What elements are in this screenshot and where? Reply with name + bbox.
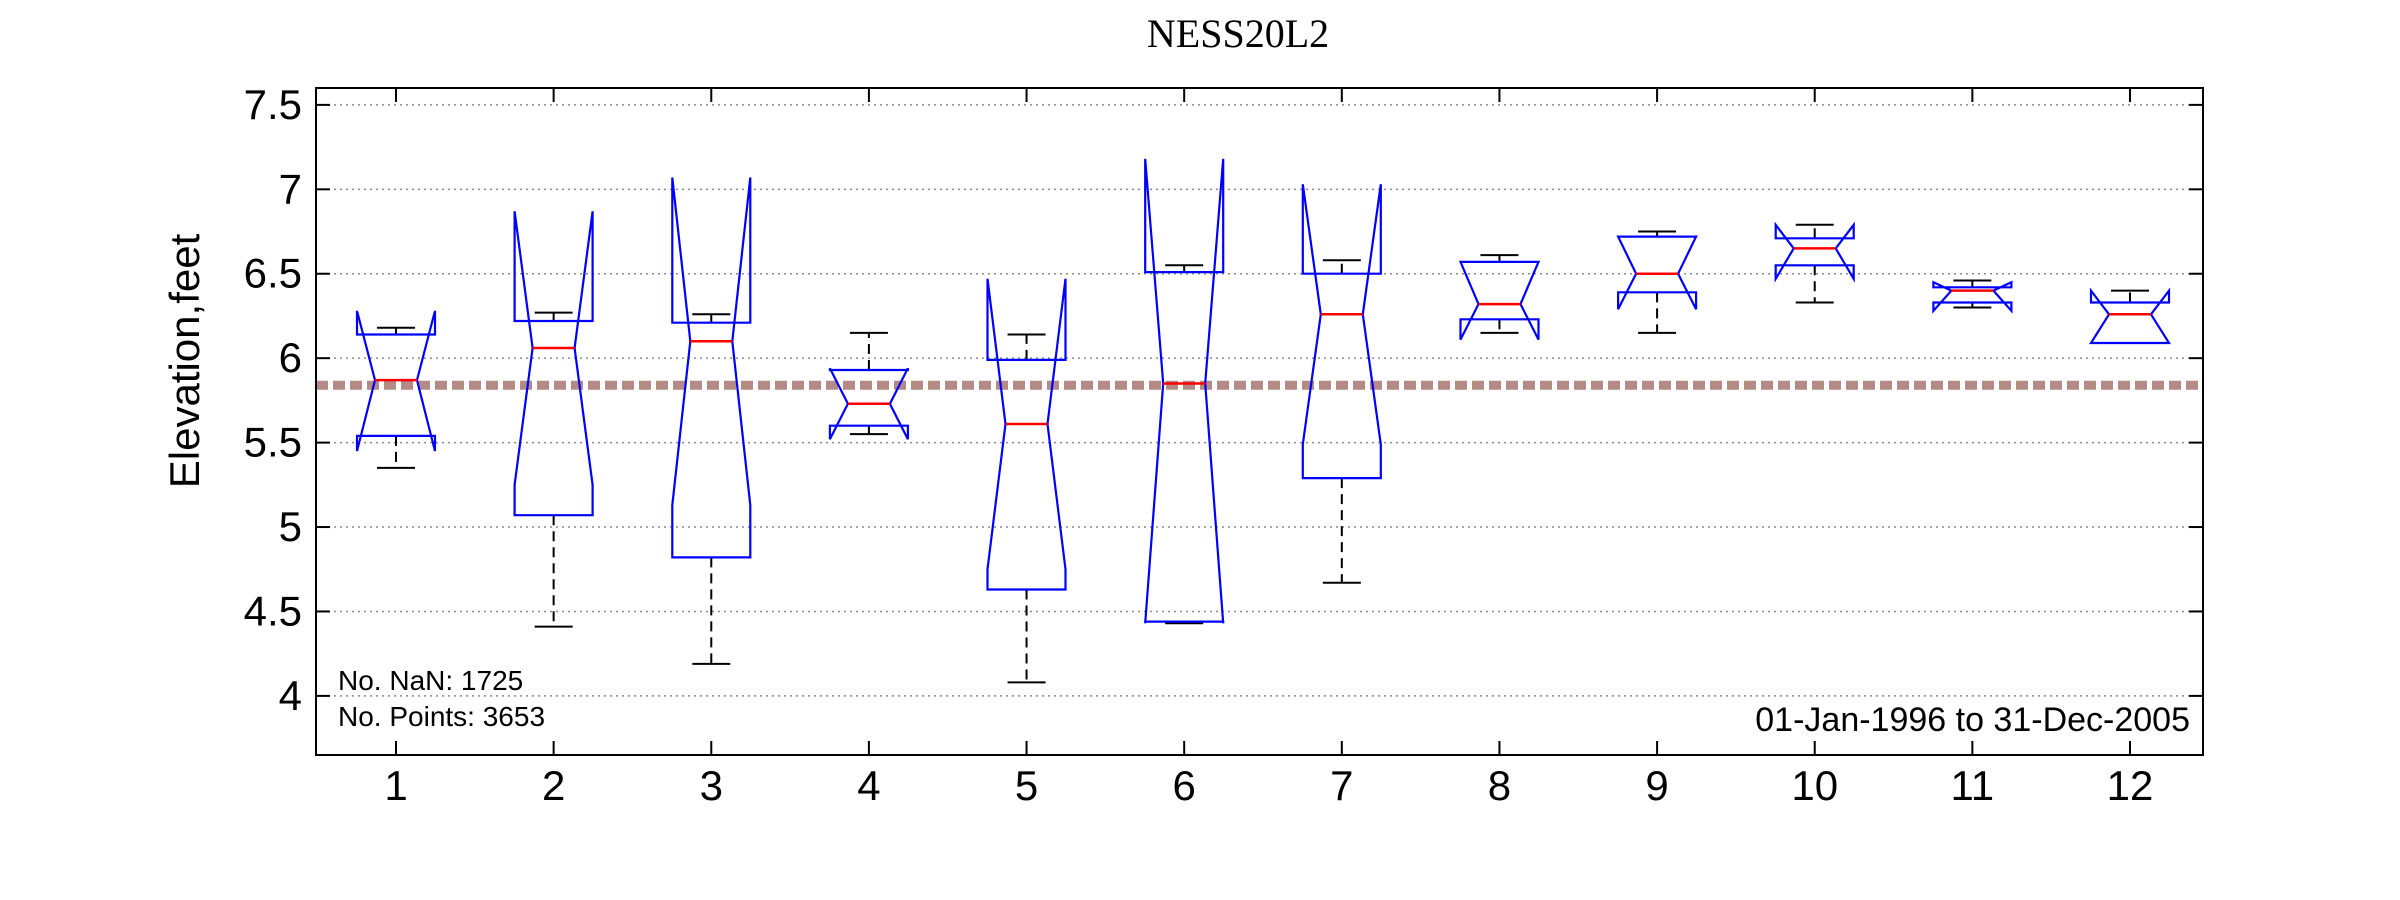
box-group [671, 177, 752, 665]
box-group [1774, 221, 1855, 304]
box-group [513, 211, 594, 628]
notched-box [1932, 280, 2013, 314]
x-tick-label: 12 [2107, 762, 2154, 809]
box-group [1458, 254, 1541, 341]
y-tick-label: 4 [279, 672, 302, 719]
notched-box [1616, 235, 1698, 310]
notched-box [1144, 158, 1225, 624]
points-count-note: No. Points: 3653 [338, 701, 545, 732]
y-tick-label: 5.5 [244, 419, 302, 466]
notched-box [513, 211, 594, 517]
x-tick-label: 6 [1173, 762, 1196, 809]
notched-box [671, 177, 752, 559]
box-group [1616, 230, 1698, 334]
box-group [1301, 184, 1382, 584]
notched-box [1774, 221, 1855, 283]
chart-title: NESS20L2 [1147, 11, 1329, 56]
x-tick-label: 5 [1015, 762, 1038, 809]
x-tick-label: 1 [384, 762, 407, 809]
y-tick-label: 7 [279, 165, 302, 212]
x-tick-label: 9 [1645, 762, 1668, 809]
plot-area-frame [315, 87, 2204, 756]
box-group [1932, 279, 2013, 314]
y-tick-label: 5 [279, 503, 302, 550]
y-tick-label: 6.5 [244, 250, 302, 297]
box-group [355, 310, 437, 469]
y-axis-label: Elevation,feet [161, 233, 208, 488]
notched-box [1458, 260, 1541, 341]
box-group [828, 331, 910, 440]
x-tick-label: 11 [1951, 762, 1995, 809]
x-tick-label: 4 [857, 762, 880, 809]
x-tick-label: 8 [1488, 762, 1511, 809]
axis-ticks-layer: 44.555.566.577.51 2 3 4 5 6 7 8 9 10 11 12 [244, 81, 2203, 809]
y-tick-label: 7.5 [244, 81, 302, 128]
notched-box [986, 278, 1067, 591]
box-group [1144, 158, 1225, 625]
box-group [2089, 287, 2171, 345]
x-tick-label: 2 [542, 762, 565, 809]
notched-box [828, 367, 910, 440]
x-tick-label: 7 [1330, 762, 1353, 809]
date-range-note: 01-Jan-1996 to 31-Dec-2005 [1755, 701, 2190, 739]
nan-count-note: No. NaN: 1725 [338, 665, 523, 696]
grid-lines [316, 104, 2203, 697]
y-tick-label: 6 [279, 334, 302, 381]
box-group [986, 278, 1067, 684]
notched-box [355, 310, 437, 452]
notched-box [1301, 184, 1382, 480]
x-tick-label: 10 [1791, 762, 1838, 809]
boxes-layer [355, 158, 2171, 684]
x-tick-label: 3 [700, 762, 723, 809]
y-tick-label: 4.5 [244, 587, 302, 634]
